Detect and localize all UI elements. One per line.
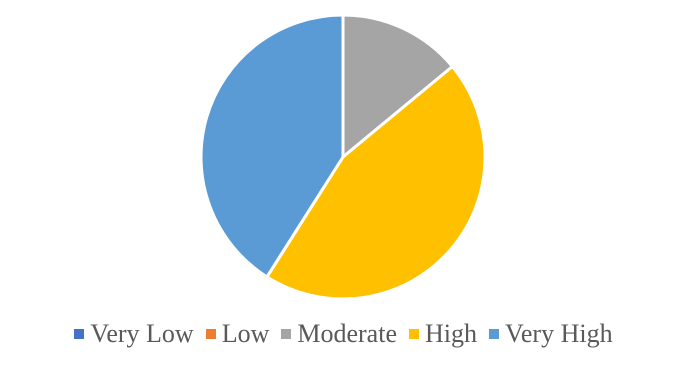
pie-slice-high (265, 64, 487, 301)
legend-item-very-high: Very High (488, 319, 613, 349)
pie-chart (199, 13, 487, 301)
legend-label-moderate: Moderate (297, 319, 397, 348)
legend-label-low: Low (221, 319, 270, 348)
pie-slice-very-high (199, 13, 345, 279)
legend-item-high: High (408, 319, 477, 349)
legend-item-moderate: Moderate (281, 319, 397, 349)
legend-item-low: Low (205, 319, 270, 349)
legend-swatch-very-low (74, 329, 85, 339)
legend-swatch-very-high (488, 329, 499, 339)
legend-swatch-high (408, 329, 419, 339)
legend-label-very-high: Very High (504, 319, 613, 348)
legend-label-high: High (424, 319, 477, 348)
legend-swatch-moderate (281, 329, 292, 339)
chart-legend: Very Low Low Moderate High Very High (0, 314, 687, 354)
legend-item-very-low: Very Low (74, 319, 194, 349)
legend-swatch-low (205, 329, 216, 339)
pie-slice-moderate (341, 13, 454, 159)
pie-chart-svg (199, 13, 487, 301)
legend-label-very-low: Very Low (90, 319, 194, 348)
